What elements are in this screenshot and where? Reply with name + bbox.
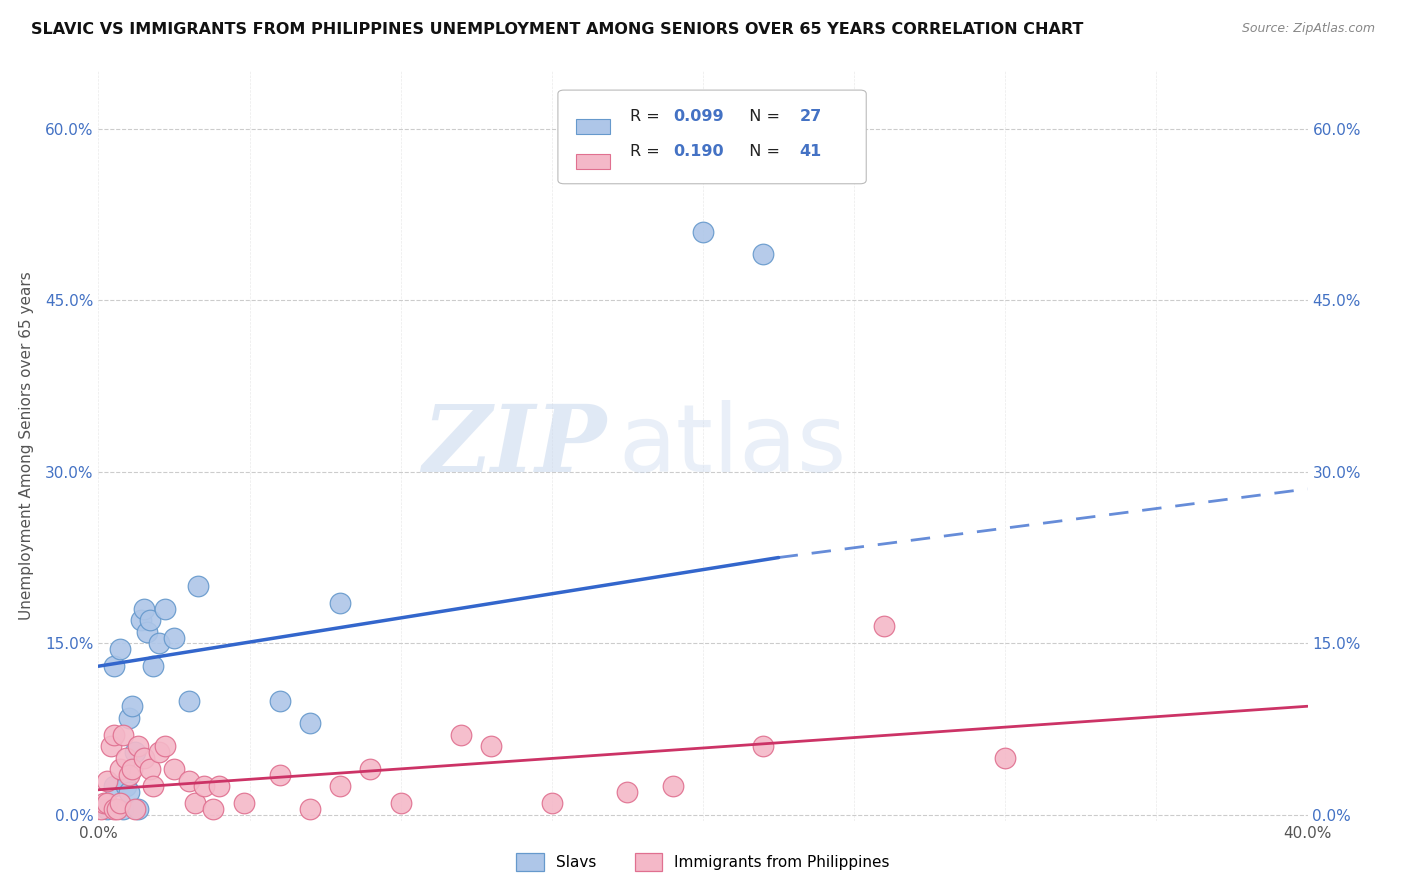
Point bbox=[118, 711, 141, 725]
Point bbox=[142, 659, 165, 673]
Text: 0.190: 0.190 bbox=[672, 144, 724, 159]
Point bbox=[153, 739, 176, 754]
Point bbox=[179, 693, 201, 707]
Point bbox=[108, 642, 131, 657]
Point bbox=[105, 802, 128, 816]
Point bbox=[329, 780, 352, 794]
Point bbox=[142, 780, 165, 794]
Point bbox=[96, 802, 118, 816]
Point bbox=[360, 762, 382, 776]
Text: 41: 41 bbox=[800, 144, 823, 159]
Point bbox=[135, 624, 157, 639]
Text: SLAVIC VS IMMIGRANTS FROM PHILIPPINES UNEMPLOYMENT AMONG SENIORS OVER 65 YEARS C: SLAVIC VS IMMIGRANTS FROM PHILIPPINES UN… bbox=[31, 22, 1083, 37]
Point bbox=[148, 745, 170, 759]
Point bbox=[121, 762, 143, 776]
Point bbox=[179, 773, 201, 788]
Point bbox=[661, 780, 683, 794]
Point bbox=[299, 802, 322, 816]
Point bbox=[193, 780, 215, 794]
FancyBboxPatch shape bbox=[558, 90, 866, 184]
Point bbox=[114, 780, 136, 794]
Point bbox=[208, 780, 231, 794]
Point bbox=[129, 614, 152, 628]
Point bbox=[124, 802, 146, 816]
Point bbox=[111, 802, 134, 816]
Point bbox=[329, 596, 352, 610]
Text: N =: N = bbox=[740, 144, 786, 159]
Point bbox=[108, 797, 131, 811]
Point bbox=[111, 728, 134, 742]
Text: R =: R = bbox=[630, 144, 665, 159]
Point bbox=[389, 797, 412, 811]
Point bbox=[269, 693, 291, 707]
Point bbox=[752, 739, 775, 754]
Point bbox=[118, 768, 141, 782]
Text: Source: ZipAtlas.com: Source: ZipAtlas.com bbox=[1241, 22, 1375, 36]
Point bbox=[692, 225, 714, 239]
Point bbox=[139, 614, 162, 628]
Legend: Slavs, Immigrants from Philippines: Slavs, Immigrants from Philippines bbox=[510, 847, 896, 877]
FancyBboxPatch shape bbox=[576, 119, 610, 134]
Point bbox=[163, 762, 186, 776]
Point bbox=[187, 579, 209, 593]
Point bbox=[184, 797, 207, 811]
Point bbox=[100, 739, 122, 754]
Point bbox=[450, 728, 472, 742]
Point bbox=[163, 631, 186, 645]
Point bbox=[103, 728, 125, 742]
Point bbox=[114, 750, 136, 764]
Point bbox=[873, 619, 896, 633]
Text: N =: N = bbox=[740, 109, 786, 124]
Point bbox=[148, 636, 170, 650]
Text: atlas: atlas bbox=[619, 400, 846, 492]
Point bbox=[139, 762, 162, 776]
Point bbox=[108, 762, 131, 776]
Point bbox=[269, 768, 291, 782]
Point bbox=[202, 802, 225, 816]
Text: ZIP: ZIP bbox=[422, 401, 606, 491]
Text: 0.099: 0.099 bbox=[672, 109, 724, 124]
Point bbox=[232, 797, 254, 811]
Point bbox=[121, 699, 143, 714]
Point bbox=[96, 773, 118, 788]
Y-axis label: Unemployment Among Seniors over 65 years: Unemployment Among Seniors over 65 years bbox=[18, 272, 34, 620]
Point bbox=[299, 716, 322, 731]
Point bbox=[103, 802, 125, 816]
Point bbox=[127, 739, 149, 754]
Point bbox=[752, 247, 775, 261]
Point bbox=[124, 745, 146, 759]
Point bbox=[723, 145, 745, 159]
Point bbox=[153, 602, 176, 616]
Point bbox=[481, 739, 503, 754]
Point bbox=[90, 802, 112, 816]
Point bbox=[103, 780, 125, 794]
Text: 27: 27 bbox=[800, 109, 823, 124]
Point bbox=[132, 750, 155, 764]
FancyBboxPatch shape bbox=[576, 154, 610, 169]
Point bbox=[540, 797, 562, 811]
Point bbox=[118, 785, 141, 799]
Point bbox=[93, 797, 115, 811]
Point bbox=[994, 750, 1017, 764]
Point bbox=[616, 785, 638, 799]
Point bbox=[103, 659, 125, 673]
Point bbox=[96, 797, 118, 811]
Point bbox=[132, 602, 155, 616]
Text: R =: R = bbox=[630, 109, 665, 124]
Point bbox=[127, 802, 149, 816]
